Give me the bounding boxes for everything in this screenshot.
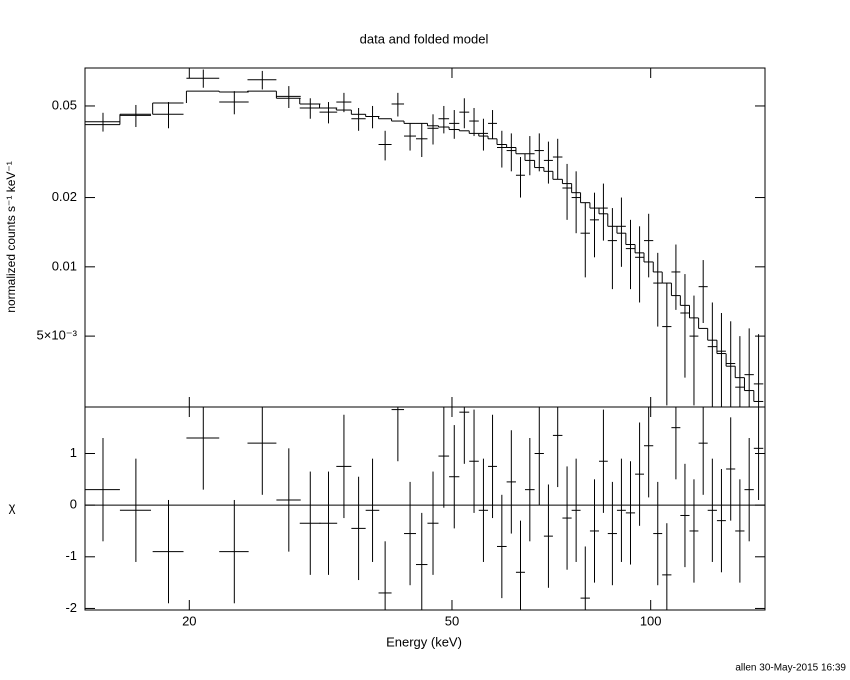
y-tick-label: 1 [70,445,77,460]
y-tick-label: -1 [65,548,77,563]
y-tick-label: 5×10⁻³ [37,328,78,343]
x-tick-label: 50 [445,613,459,628]
y-axis-label: normalized counts s⁻¹ keV⁻¹ [4,161,18,312]
footer: allen 30-May-2015 16:39 [735,663,846,674]
y-tick-label: -2 [65,600,77,615]
x-axis-label: Energy (keV) [386,634,462,649]
chart-title: data and folded model [360,31,489,46]
y-tick-label: 0.02 [52,189,77,204]
y-tick-label: 0 [70,497,77,512]
y-axis-label: χ [9,499,16,514]
y-tick-label: 0.01 [52,258,77,273]
plot-frame [84,67,766,408]
x-tick-label: 100 [640,613,662,628]
x-tick-label: 20 [182,613,196,628]
plot-area [85,407,765,610]
plot-area [85,69,764,407]
y-tick-label: 0.05 [52,97,77,112]
plot-frame [84,406,766,611]
